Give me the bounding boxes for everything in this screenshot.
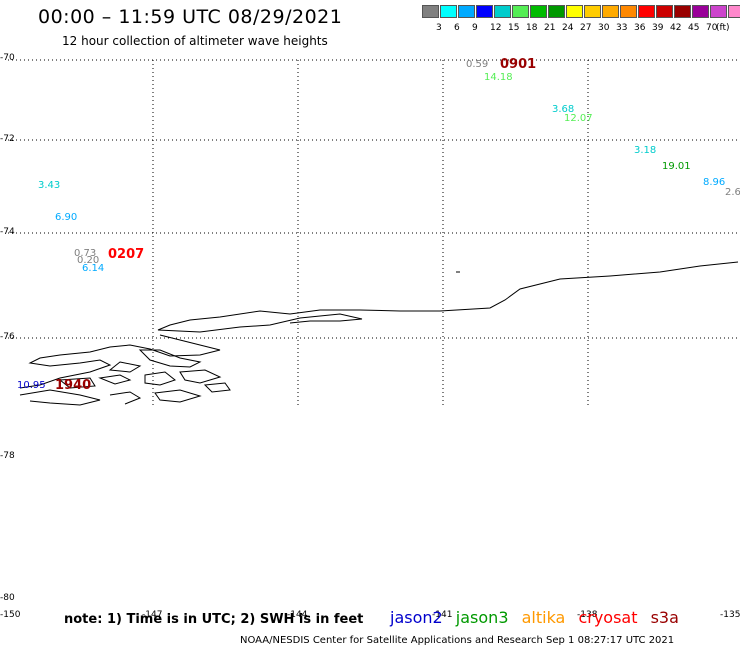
- legend-swatch: [458, 5, 475, 18]
- lon-label: -144: [287, 610, 308, 620]
- legend-tick-label: 18: [526, 23, 538, 33]
- wave-height-label: 3.18: [634, 145, 657, 156]
- satellite-jason2: jason2: [390, 608, 443, 627]
- lat-label: -76: [0, 332, 15, 342]
- map-subtitle: 12 hour collection of altimeter wave hei…: [62, 34, 328, 48]
- legend-swatch: [422, 5, 439, 18]
- lon-label: -150: [0, 610, 21, 620]
- legend-tick-label: 9: [472, 23, 478, 33]
- wave-height-label: 3.68: [552, 104, 575, 115]
- legend-swatch: [440, 5, 457, 18]
- wave-height-label: 19.01: [662, 161, 691, 172]
- legend-swatch: [656, 5, 673, 18]
- legend-tick-label: 6: [454, 23, 460, 33]
- legend-swatch: [710, 5, 727, 18]
- legend-swatch: [476, 5, 493, 18]
- wave-height-label: 0.59: [466, 59, 489, 70]
- wave-height-label: 6.14: [82, 263, 105, 274]
- wave-height-label: 6.90: [55, 212, 78, 223]
- legend-tick-label: 39: [652, 23, 664, 33]
- legend-unit: (ft): [716, 23, 730, 33]
- wave-height-label: 8.96: [703, 177, 726, 188]
- legend-tick-label: 21: [544, 23, 556, 33]
- satellite-cryosat: cryosat: [578, 608, 638, 627]
- legend-tick-label: 3: [436, 23, 442, 33]
- lat-label: -72: [0, 134, 15, 144]
- coastline: [19, 261, 739, 406]
- legend-swatch: [692, 5, 709, 18]
- legend-swatch: [728, 5, 740, 18]
- legend-swatch: [530, 5, 547, 18]
- legend-tick-label: 15: [508, 23, 520, 33]
- pass-time-label: 0207: [108, 247, 145, 262]
- pass-time-label: 0901: [500, 57, 537, 72]
- legend-tick-label: 42: [670, 23, 682, 33]
- graticule: [8, 59, 738, 405]
- legend-swatch: [512, 5, 529, 18]
- legend-tick-label: 24: [562, 23, 574, 33]
- legend-tick-label: 27: [580, 23, 592, 33]
- satellite-altika: altika: [521, 608, 566, 627]
- legend-swatch: [584, 5, 601, 18]
- wave-height-label: 2.6: [725, 187, 740, 198]
- legend-tick-label: 12: [490, 23, 502, 33]
- legend-tick-label: 33: [616, 23, 628, 33]
- legend-swatch: [638, 5, 655, 18]
- lon-label: -147: [142, 610, 163, 620]
- credit-line: NOAA/NESDIS Center for Satellite Applica…: [240, 635, 675, 646]
- footer-note: note: 1) Time is in UTC; 2) SWH is in fe…: [64, 612, 364, 627]
- satellite-jason3: jason3: [455, 608, 509, 627]
- lat-label: -78: [0, 451, 15, 461]
- legend-labels: 3 6 9 12 15 18 21 24 27 30 33 36 39 42 45 70: [422, 23, 740, 35]
- satellite-s3a: s3a: [650, 608, 679, 627]
- legend-swatch: [674, 5, 691, 18]
- legend-swatches: [422, 5, 740, 18]
- legend-swatch: [620, 5, 637, 18]
- wave-height-label: 10.95: [17, 380, 46, 391]
- lat-label: -74: [0, 227, 15, 237]
- legend-tick-label: 36: [634, 23, 646, 33]
- wave-height-label: 14.18: [484, 72, 513, 83]
- wave-height-label: 12.07: [564, 113, 593, 124]
- legend-swatch: [602, 5, 619, 18]
- legend-swatch: [548, 5, 565, 18]
- map-title: 00:00 – 11:59 UTC 08/29/2021: [38, 6, 343, 28]
- lat-label: -80: [0, 593, 15, 603]
- lon-label: -138: [577, 610, 598, 620]
- wave-height-label: 0.20: [77, 255, 100, 266]
- legend-tick-label: 45: [688, 23, 700, 33]
- wave-height-label: 0.73: [74, 248, 97, 259]
- pass-time-label: 1940: [55, 378, 92, 393]
- lon-label: -141: [432, 610, 453, 620]
- wave-height-label: 3.43: [38, 180, 61, 191]
- color-legend: 3 6 9 12 15 18 21 24 27 30 33 36 39 42 45 70: [422, 5, 740, 33]
- lat-label: -70: [0, 53, 15, 63]
- lon-label: -135: [720, 610, 740, 620]
- legend-swatch: [566, 5, 583, 18]
- legend-swatch: [494, 5, 511, 18]
- legend-tick-label: 30: [598, 23, 610, 33]
- satellite-legend: jason2 jason3 altika cryosat s3a: [390, 608, 687, 627]
- legend-tick-label: 70: [706, 23, 718, 33]
